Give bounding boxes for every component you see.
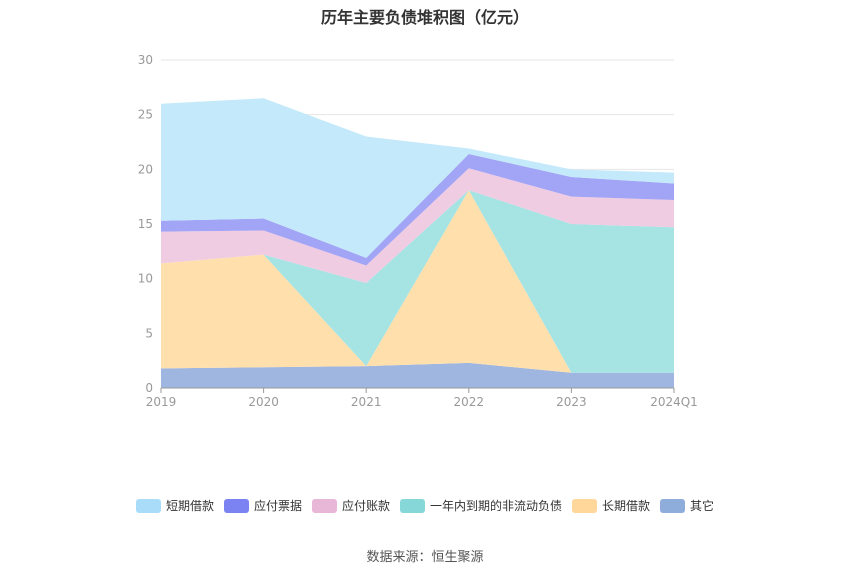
y-tick-label: 15 bbox=[138, 217, 153, 231]
legend-label: 应付账款 bbox=[341, 499, 390, 513]
series-area bbox=[161, 190, 674, 373]
chart-title: 历年主要负债堆积图（亿元） bbox=[320, 8, 529, 27]
x-tick-label: 2023 bbox=[556, 395, 587, 409]
legend-label: 一年内到期的非流动负债 bbox=[430, 499, 563, 513]
stacked-area-chart: 0 5 10 15 20 25 30 2019 2020 2021 2022 2023 2024Q1 bbox=[138, 53, 698, 409]
series-area bbox=[161, 362, 674, 388]
series-area bbox=[161, 168, 674, 284]
legend-item-other[interactable]: 其它 bbox=[660, 497, 714, 514]
series-area bbox=[161, 154, 674, 266]
y-tick-label: 20 bbox=[138, 162, 153, 176]
x-tick-label: 2024Q1 bbox=[650, 395, 698, 409]
y-tick-label: 0 bbox=[145, 381, 153, 395]
legend-item-current-noncurrent-liabilities[interactable]: 一年内到期的非流动负债 bbox=[400, 497, 562, 514]
legend-swatch bbox=[660, 498, 686, 513]
x-tick-label: 2019 bbox=[146, 395, 177, 409]
x-tick-label: 2022 bbox=[454, 395, 485, 409]
y-tick-label: 5 bbox=[145, 326, 153, 340]
y-tick-label: 25 bbox=[138, 108, 153, 122]
legend-swatch bbox=[223, 498, 249, 513]
y-tick-label: 30 bbox=[138, 53, 153, 67]
series-area bbox=[161, 98, 674, 258]
legend-swatch bbox=[311, 498, 337, 513]
legend-label: 长期借款 bbox=[602, 499, 651, 513]
legend-swatch bbox=[572, 498, 598, 513]
legend-label: 其它 bbox=[690, 499, 715, 513]
legend-label: 应付票据 bbox=[253, 499, 302, 513]
x-tick-label: 2020 bbox=[248, 395, 279, 409]
legend-label: 短期借款 bbox=[165, 499, 214, 513]
legend-item-long-term-loans[interactable]: 长期借款 bbox=[572, 497, 650, 514]
legend-swatch bbox=[135, 498, 161, 513]
legend-item-notes-payable[interactable]: 应付票据 bbox=[223, 497, 302, 514]
series-area bbox=[161, 190, 674, 373]
legend-item-short-term-loans[interactable]: 短期借款 bbox=[135, 497, 214, 514]
x-tick-label: 2021 bbox=[351, 395, 382, 409]
legend-swatch bbox=[400, 498, 425, 513]
chart-legend: 短期借款 应付票据 应付账款 一年内到期的非流动负债 长期借款 其它 bbox=[0, 497, 850, 514]
data-source: 数据来源：恒生聚源 bbox=[366, 550, 484, 565]
y-tick-label: 10 bbox=[138, 272, 153, 286]
legend-item-accounts-payable[interactable]: 应付账款 bbox=[311, 497, 390, 514]
